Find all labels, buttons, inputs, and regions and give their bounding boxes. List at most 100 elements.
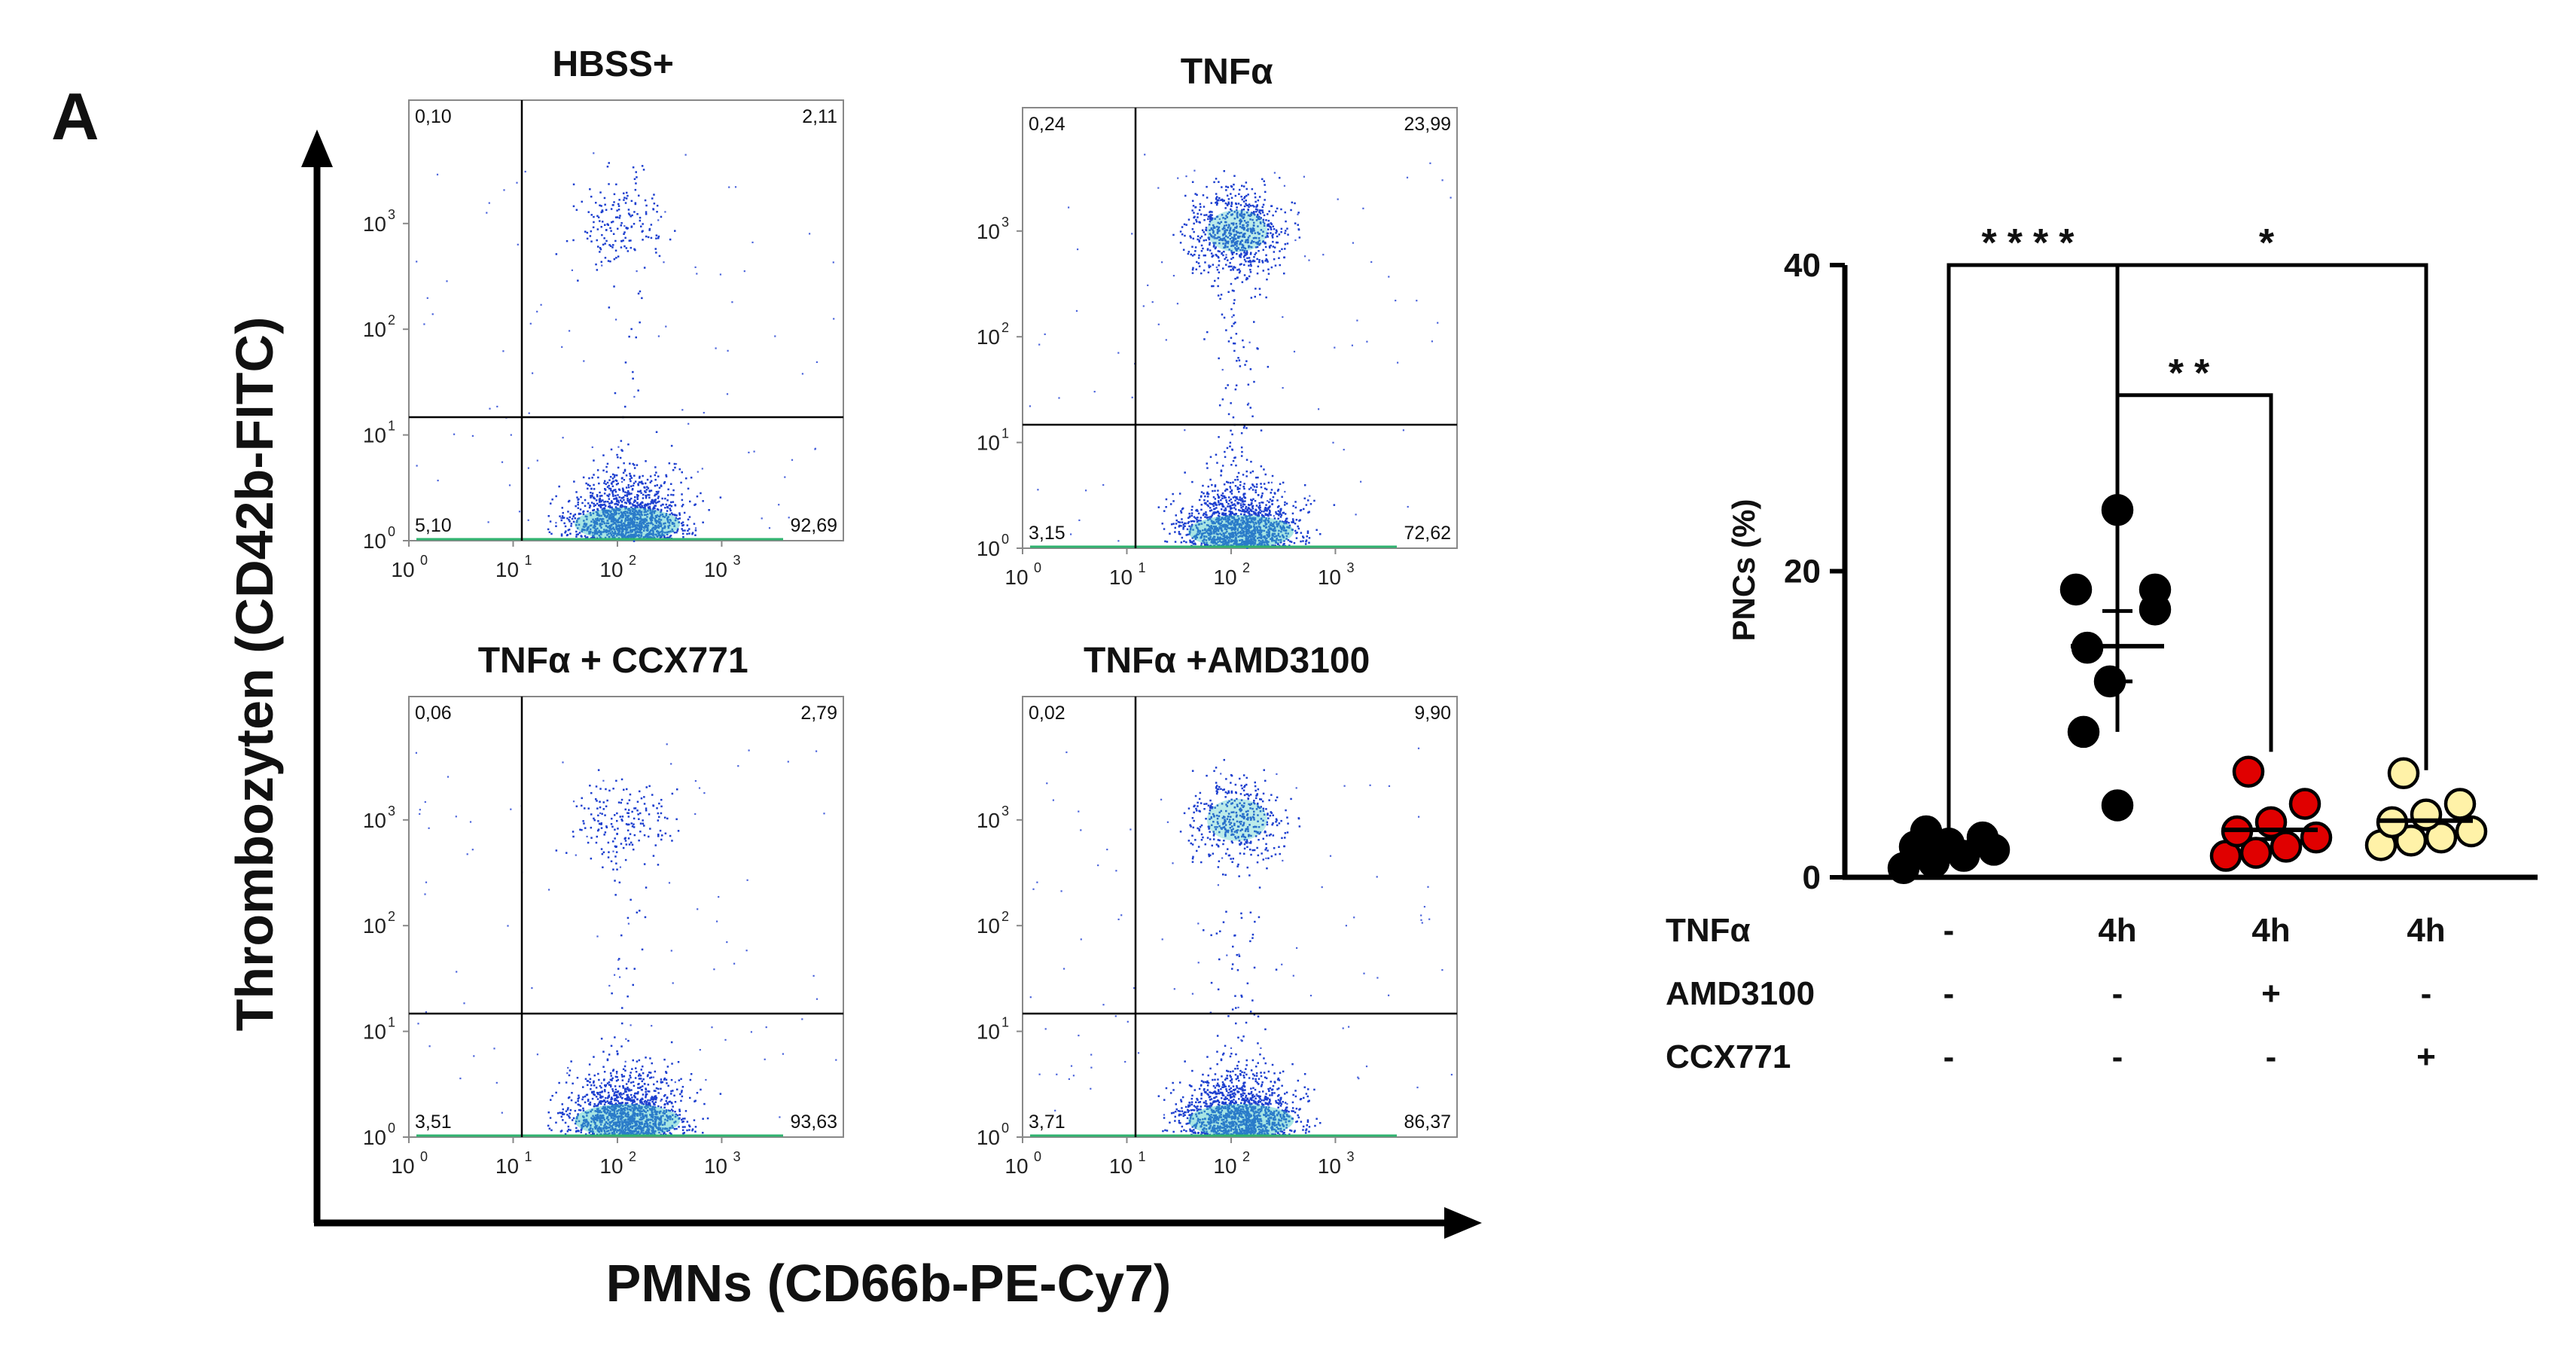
flow-dot <box>1220 499 1222 502</box>
flow-dot <box>1215 507 1218 509</box>
flow-dot <box>728 186 730 188</box>
flow-dot <box>681 1118 683 1121</box>
flow-dot <box>1206 514 1208 517</box>
flow-dot <box>611 477 614 480</box>
flow-dot <box>536 459 538 462</box>
flow-dot <box>587 502 590 505</box>
flow-dot <box>1276 241 1279 244</box>
flow-dot <box>626 194 629 197</box>
flow-dot <box>1191 245 1193 248</box>
flow-dot <box>564 532 566 534</box>
flow-dot <box>1212 489 1214 492</box>
flow-dot <box>589 505 592 508</box>
flow-dot <box>631 530 633 533</box>
flow-dot <box>598 534 601 537</box>
flow-dot <box>584 515 587 517</box>
flow-dot <box>610 510 612 513</box>
flow-dot <box>1243 205 1246 208</box>
flow-dot <box>612 516 615 518</box>
flow-dot <box>630 509 632 511</box>
flow-dot <box>1239 539 1241 541</box>
flow-dot <box>644 521 646 523</box>
flow-dot <box>609 511 611 514</box>
flow-dot <box>599 204 601 206</box>
flow-dot <box>1242 208 1245 211</box>
flow-dot <box>1242 426 1245 429</box>
flow-dot <box>1255 477 1258 479</box>
flow-dot <box>617 209 620 211</box>
flow-dot <box>697 471 699 473</box>
flow-dot <box>632 535 634 537</box>
flow-dot <box>1295 537 1298 539</box>
flow-dot <box>561 346 563 348</box>
flow-dot <box>1243 542 1245 544</box>
flow-dot <box>599 247 602 249</box>
flow-dot <box>640 523 643 526</box>
flow-dot <box>1253 513 1255 515</box>
flow-dot <box>658 486 661 489</box>
flow-dot <box>1234 485 1237 487</box>
flow-dot <box>1193 212 1195 214</box>
flow-dot <box>753 450 755 453</box>
flow-dot <box>1225 185 1227 188</box>
flow-dot <box>1252 498 1254 501</box>
flow-dot <box>1231 325 1233 328</box>
flow-dot <box>649 517 651 520</box>
flow-dot <box>1254 511 1256 514</box>
flow-dot <box>1191 255 1194 257</box>
flow-dot <box>584 535 587 538</box>
flow-dot <box>625 1083 628 1085</box>
flow-dot <box>605 525 608 527</box>
flow-dot <box>1247 209 1249 212</box>
flow-dot <box>1284 490 1286 493</box>
flow-dot <box>575 491 578 493</box>
flow-dot <box>658 500 660 503</box>
flow-dot <box>607 495 610 498</box>
flow-dot <box>1258 261 1261 264</box>
flow-dot <box>598 482 600 485</box>
flow-dot <box>1254 491 1257 494</box>
flow-dot <box>1235 543 1237 545</box>
flow-dot <box>605 511 607 514</box>
flow-dot <box>1276 538 1278 541</box>
flow-dot <box>663 526 666 529</box>
flow-dot <box>1267 520 1270 523</box>
flow-dot <box>607 522 610 525</box>
flow-dot <box>577 501 579 504</box>
flow-dot <box>1248 514 1251 517</box>
flow-dot <box>613 528 615 531</box>
flow-dot <box>650 224 653 226</box>
flow-dot <box>1193 535 1195 538</box>
flow-dot <box>666 1082 668 1084</box>
flow-dot <box>1230 464 1233 466</box>
flow-dot <box>1231 316 1233 318</box>
flow-dot <box>615 497 618 500</box>
flow-dot <box>604 510 607 512</box>
flow-dot <box>654 526 657 529</box>
flow-dot <box>1209 516 1211 518</box>
flow-dot <box>595 532 597 535</box>
flow-dot <box>1248 534 1251 537</box>
flow-dot <box>631 214 633 217</box>
flow-dot <box>1227 517 1230 520</box>
flow-dot <box>1244 364 1246 366</box>
flow-dot <box>660 484 663 486</box>
flow-dot <box>649 512 651 514</box>
flow-dot <box>656 526 658 529</box>
flow-dot <box>1209 528 1211 530</box>
flow-dot <box>660 519 663 521</box>
flow-dot <box>1288 522 1290 524</box>
flow-dot <box>609 487 612 490</box>
flow-dot <box>586 518 588 520</box>
flow-dot <box>1220 294 1223 296</box>
flow-dot <box>1229 486 1231 488</box>
flow-dot <box>629 499 631 501</box>
flow-density-core <box>575 508 680 541</box>
flow-dot <box>630 523 633 525</box>
flow-dot <box>641 514 643 517</box>
flow-dot <box>1282 527 1285 529</box>
flow-dot <box>645 523 647 526</box>
flow-dot <box>667 494 669 496</box>
flow-dot <box>1266 278 1268 281</box>
